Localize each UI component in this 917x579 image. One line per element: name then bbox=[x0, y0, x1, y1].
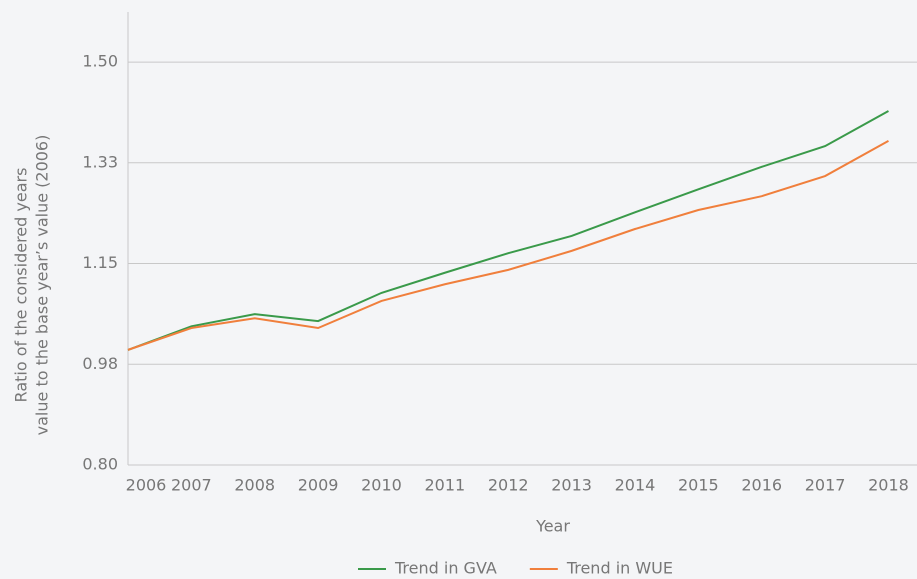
x-tick-label: 2011 bbox=[425, 476, 466, 495]
y-tick-label: 1.50 bbox=[82, 52, 118, 71]
x-tick-label: 2007 bbox=[171, 476, 212, 495]
x-tick-label: 2016 bbox=[741, 476, 782, 495]
x-tick-label: 2017 bbox=[805, 476, 846, 495]
x-tick-label: 2010 bbox=[361, 476, 402, 495]
legend-label: Trend in WUE bbox=[566, 559, 673, 578]
x-tick-label: 2009 bbox=[298, 476, 339, 495]
series-line bbox=[127, 140, 889, 351]
x-tick-label: 2014 bbox=[615, 476, 656, 495]
y-axis-label: value to the base year’s value (2006) bbox=[33, 135, 52, 436]
legend-label: Trend in GVA bbox=[394, 559, 497, 578]
x-tick-label: 2012 bbox=[488, 476, 529, 495]
x-tick-label: 2015 bbox=[678, 476, 719, 495]
y-tick-label: 0.98 bbox=[82, 354, 118, 373]
x-axis-label: Year bbox=[535, 517, 570, 536]
y-tick-label: 0.80 bbox=[82, 455, 118, 474]
y-tick-label: 1.15 bbox=[82, 253, 118, 272]
x-tick-label: 2008 bbox=[234, 476, 275, 495]
series-line bbox=[127, 110, 889, 351]
x-tick-label: 2006 bbox=[126, 476, 167, 495]
x-tick-label: 2018 bbox=[868, 476, 909, 495]
y-tick-label: 1.33 bbox=[82, 152, 118, 171]
x-tick-label: 2013 bbox=[551, 476, 592, 495]
y-axis-label: Ratio of the considered years bbox=[12, 168, 31, 403]
